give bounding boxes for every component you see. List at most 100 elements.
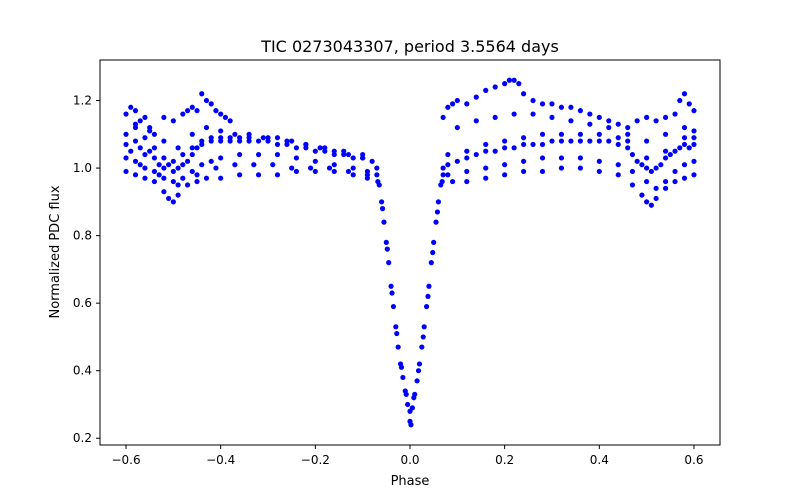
data-point (596, 168, 602, 175)
data-point (549, 114, 555, 121)
data-point (644, 199, 650, 205)
data-point (440, 114, 446, 121)
data-point (331, 148, 337, 154)
data-point (644, 138, 650, 144)
data-point (156, 172, 162, 178)
data-point (151, 131, 158, 137)
data-point (520, 158, 527, 164)
data-point (502, 172, 508, 178)
data-point (265, 135, 271, 141)
data-point (502, 162, 508, 168)
data-point (208, 101, 214, 107)
data-point (539, 155, 546, 161)
x-tick-label: 0.2 (495, 453, 514, 467)
data-point (672, 148, 678, 154)
data-point (483, 87, 489, 93)
data-point (520, 135, 527, 141)
data-point (426, 283, 432, 289)
data-point (137, 145, 143, 151)
data-point (194, 145, 200, 151)
data-point (132, 158, 139, 164)
data-point (170, 158, 176, 164)
data-point (681, 124, 688, 131)
data-point (317, 145, 323, 151)
x-tick-label: 0.6 (684, 453, 703, 467)
data-point (558, 165, 565, 171)
data-point (425, 293, 431, 299)
data-point (539, 141, 546, 148)
data-point (142, 175, 148, 181)
data-point (411, 395, 417, 401)
data-point (577, 155, 583, 161)
data-point (415, 368, 422, 374)
x-axis-ticks: −0.6 −0.4 −0.2 0.0 0.2 0.4 0.6 (111, 445, 704, 467)
data-point (199, 138, 205, 144)
data-point (222, 114, 229, 121)
data-point (634, 118, 640, 124)
data-point (374, 172, 380, 178)
data-point (549, 101, 555, 107)
y-tick-label: 1.2 (73, 94, 92, 108)
data-point (653, 165, 659, 171)
data-point (388, 283, 394, 289)
data-point (161, 138, 167, 144)
data-point (132, 138, 139, 144)
data-point (492, 148, 498, 154)
data-point (439, 178, 445, 185)
data-point (502, 145, 508, 151)
data-point (653, 195, 659, 202)
data-point (454, 158, 460, 164)
data-point (189, 151, 195, 158)
data-point (434, 209, 441, 215)
data-point (577, 108, 583, 114)
data-point (691, 135, 697, 141)
data-point (644, 114, 650, 121)
data-point (303, 141, 309, 148)
data-point (381, 219, 387, 225)
data-point (274, 141, 281, 148)
data-point (189, 145, 195, 151)
data-point (331, 168, 337, 175)
data-point (274, 135, 281, 141)
data-point (648, 202, 654, 208)
data-point (653, 118, 659, 124)
data-point (132, 121, 139, 127)
data-point (312, 168, 318, 175)
data-point (208, 135, 214, 141)
data-point (577, 165, 583, 171)
data-point (123, 131, 129, 137)
x-tick-label: 0.0 (400, 453, 419, 467)
data-point (398, 364, 405, 370)
data-point (587, 111, 593, 117)
data-point (454, 124, 460, 131)
data-point (558, 104, 565, 110)
data-point (539, 101, 546, 107)
data-point (213, 165, 219, 171)
data-point (170, 168, 176, 175)
data-point (184, 108, 191, 114)
data-point (691, 128, 697, 134)
data-point (184, 182, 191, 188)
data-point (625, 145, 631, 151)
data-point (312, 148, 318, 154)
data-point (175, 192, 181, 198)
data-point (166, 195, 172, 202)
data-point (606, 118, 612, 124)
data-point (128, 104, 134, 110)
data-point (128, 148, 134, 154)
data-point (161, 175, 167, 181)
data-point (634, 158, 640, 164)
data-point (530, 141, 536, 148)
data-point (232, 162, 238, 168)
data-point (255, 172, 262, 178)
data-point (473, 118, 479, 124)
data-point (606, 124, 612, 131)
data-point (502, 138, 508, 144)
data-point (189, 131, 195, 137)
data-point (511, 77, 517, 83)
data-point (151, 155, 158, 161)
data-point (194, 108, 200, 114)
data-point (345, 168, 352, 175)
data-point (189, 168, 195, 175)
